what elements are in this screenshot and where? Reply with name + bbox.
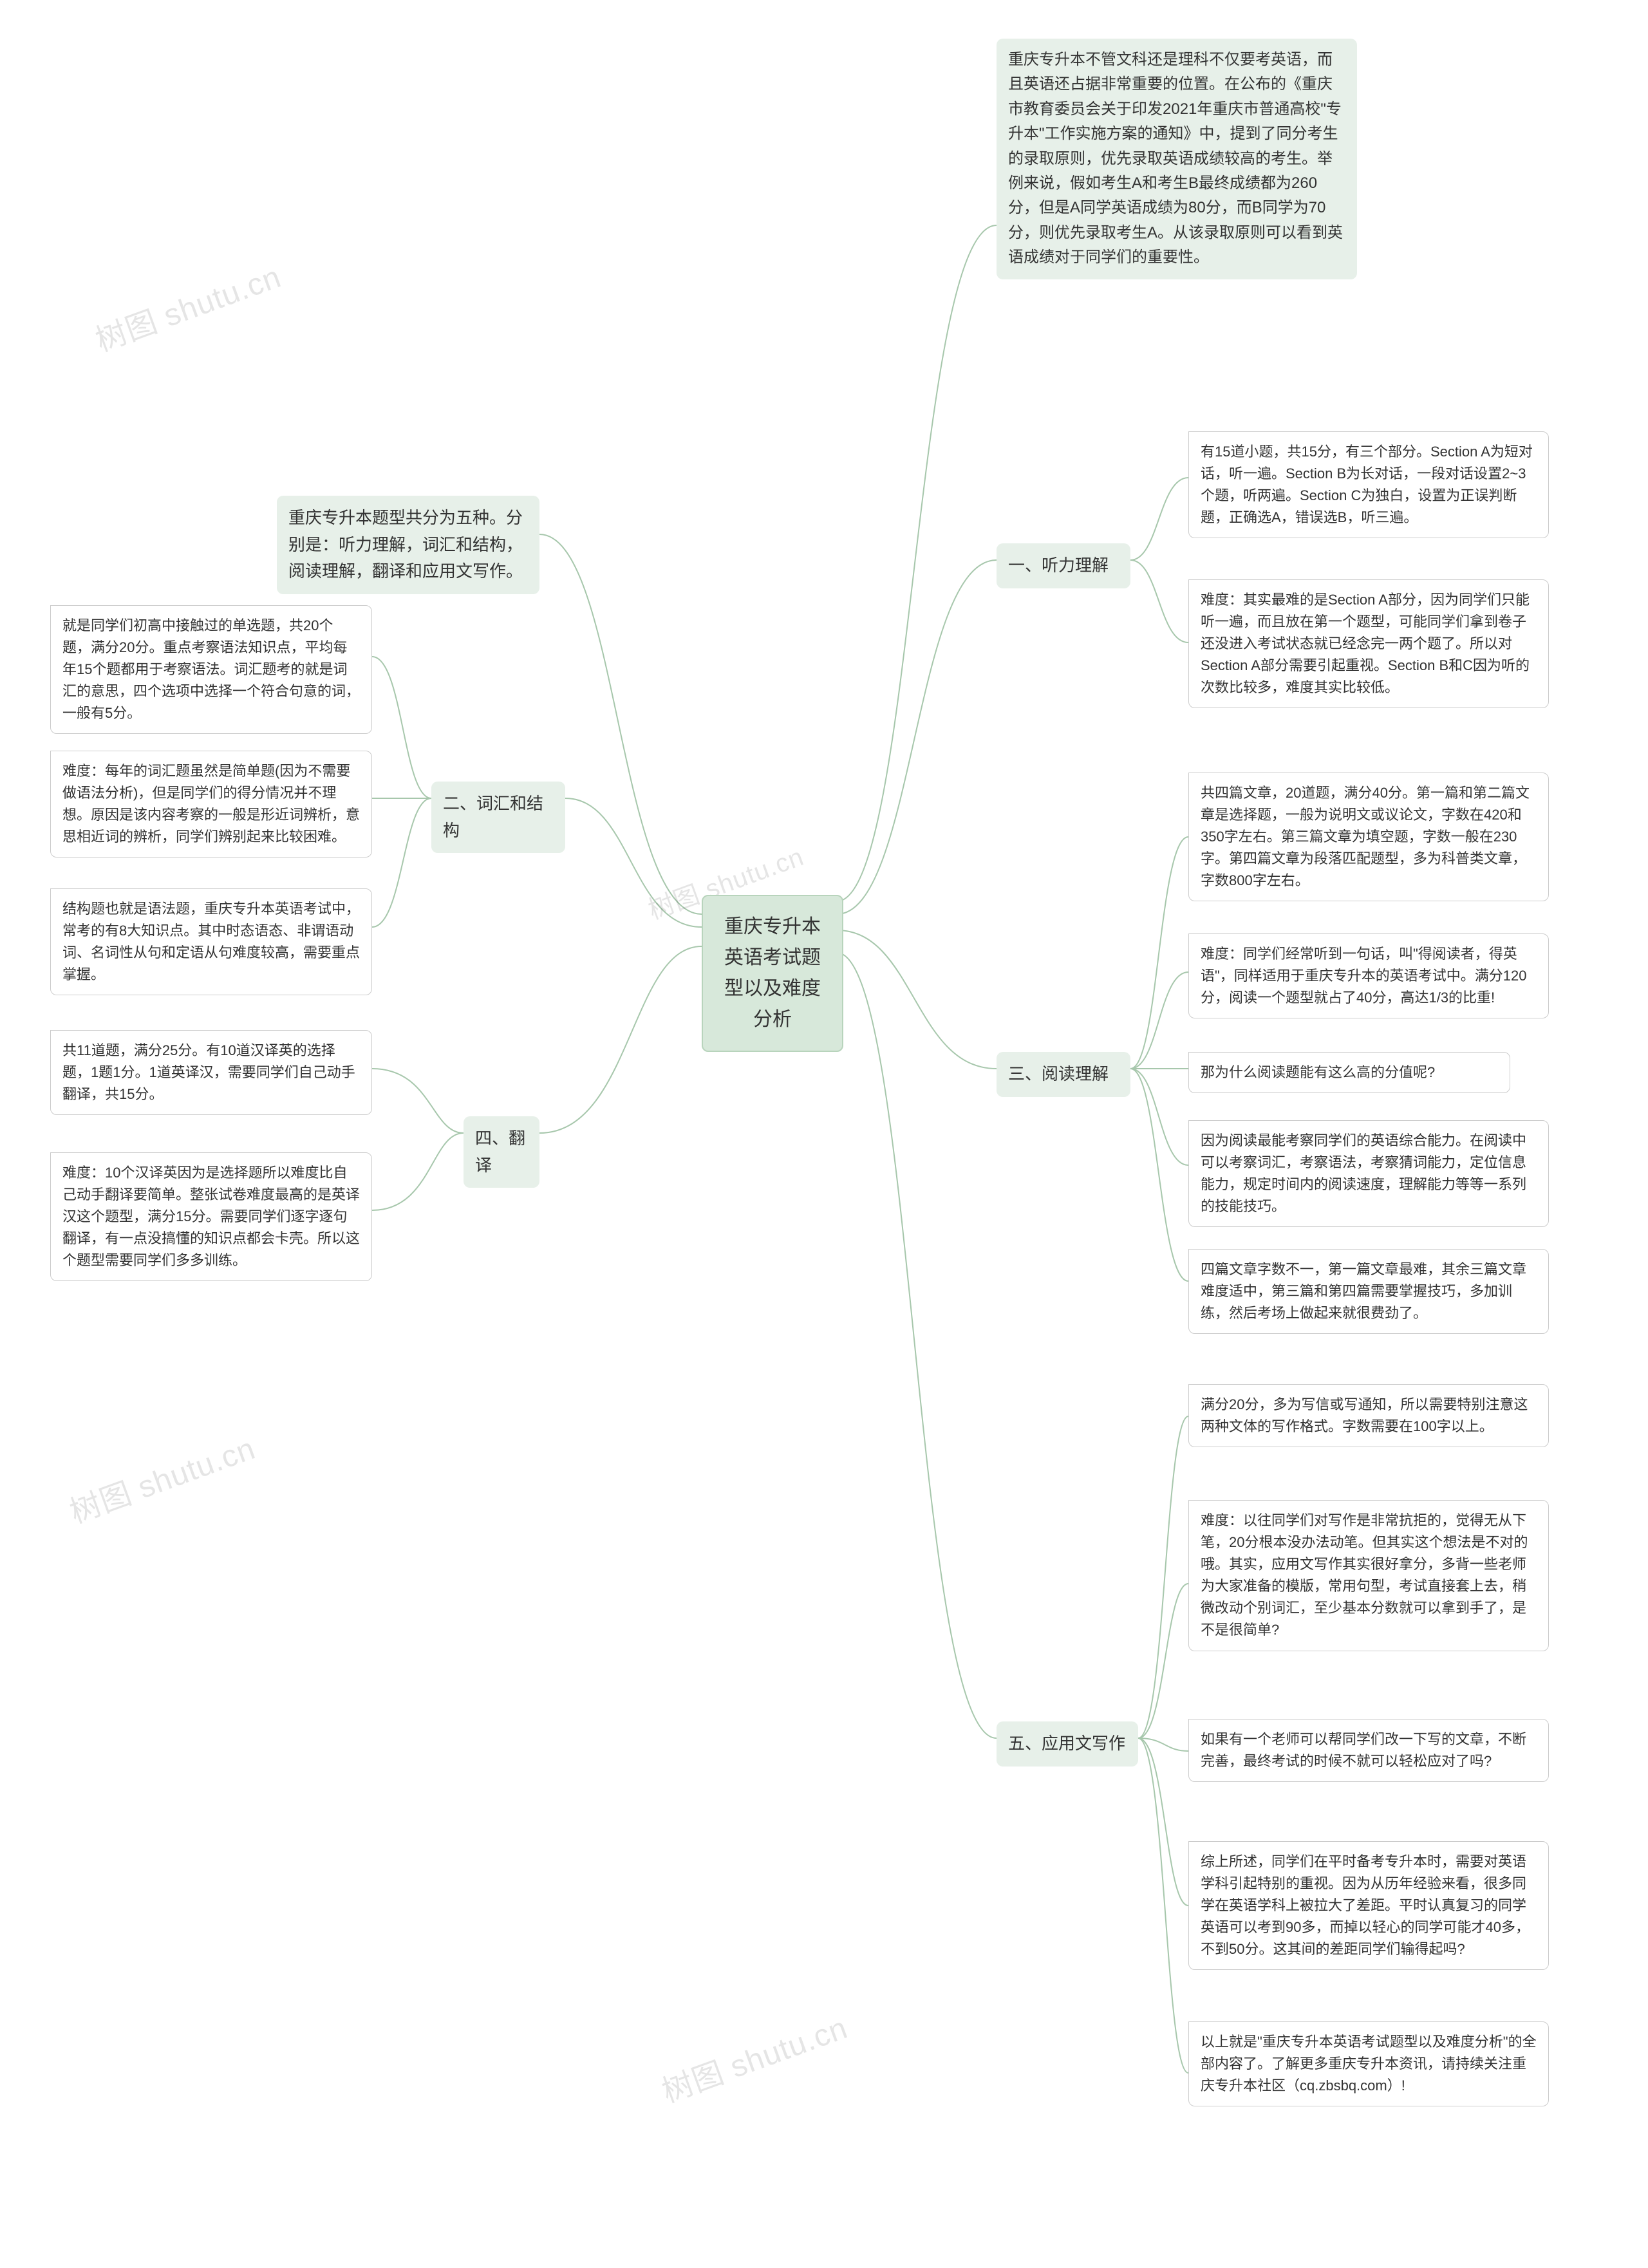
sec5-leaf3: 如果有一个老师可以帮同学们改一下写的文章，不断完善，最终考试的时候不就可以轻松应… xyxy=(1188,1719,1549,1782)
sec3-leaf2-text: 难度：同学们经常听到一句话，叫"得阅读者，得英语"，同样适用于重庆专升本的英语考… xyxy=(1201,946,1527,1006)
sec2-leaf1: 就是同学们初高中接触过的单选题，共20个题，满分20分。重点考察语法知识点，平均… xyxy=(50,605,372,734)
sec4-leaf2-text: 难度：10个汉译英因为是选择题所以难度比自己动手翻译要简单。整张试卷难度最高的是… xyxy=(62,1165,360,1268)
sec3-leaf1: 共四篇文章，20道题，满分40分。第一篇和第二篇文章是选择题，一般为说明文或议论… xyxy=(1188,773,1549,901)
intro-node: 重庆专升本不管文科还是理科不仅要考英语，而且英语还占据非常重要的位置。在公布的《… xyxy=(997,39,1357,279)
sec5-leaf4: 综上所述，同学们在平时备考专升本时，需要对英语学科引起特别的重视。因为从历年经验… xyxy=(1188,1841,1549,1970)
sec5-leaf4-text: 综上所述，同学们在平时备考专升本时，需要对英语学科引起特别的重视。因为从历年经验… xyxy=(1201,1853,1530,1957)
sec4-title-text: 四、翻译 xyxy=(475,1129,525,1175)
sec4-leaf1: 共11道题，满分25分。有10道汉译英的选择题，1题1分。1道英译汉，需要同学们… xyxy=(50,1030,372,1115)
sec3-title: 三、阅读理解 xyxy=(997,1052,1130,1097)
sec3-leaf4: 因为阅读最能考察同学们的英语综合能力。在阅读中可以考察词汇，考察语法，考察猜词能… xyxy=(1188,1120,1549,1227)
sec4-leaf1-text: 共11道题，满分25分。有10道汉译英的选择题，1题1分。1道英译汉，需要同学们… xyxy=(62,1042,355,1102)
sec5-leaf2: 难度：以往同学们对写作是非常抗拒的，觉得无从下笔，20分根本没办法动笔。但其实这… xyxy=(1188,1500,1549,1651)
center-text: 重庆专升本英语考试题型以及难度分析 xyxy=(724,916,821,1030)
sec3-title-text: 三、阅读理解 xyxy=(1008,1064,1109,1083)
sec3-leaf2: 难度：同学们经常听到一句话，叫"得阅读者，得英语"，同样适用于重庆专升本的英语考… xyxy=(1188,933,1549,1018)
sec2-leaf1-text: 就是同学们初高中接触过的单选题，共20个题，满分20分。重点考察语法知识点，平均… xyxy=(62,617,360,721)
sec5-leaf1: 满分20分，多为写信或写通知，所以需要特别注意这两种文体的写作格式。字数需要在1… xyxy=(1188,1384,1549,1447)
sec5-title: 五、应用文写作 xyxy=(997,1721,1138,1767)
sec2-leaf3-text: 结构题也就是语法题，重庆专升本英语考试中，常考的有8大知识点。其中时态语态、非谓… xyxy=(62,901,360,982)
sec3-leaf5: 四篇文章字数不一，第一篇文章最难，其余三篇文章难度适中，第三篇和第四篇需要掌握技… xyxy=(1188,1249,1549,1334)
sec3-leaf3-text: 那为什么阅读题能有这么高的分值呢? xyxy=(1201,1064,1435,1080)
sec4-leaf2: 难度：10个汉译英因为是选择题所以难度比自己动手翻译要简单。整张试卷难度最高的是… xyxy=(50,1152,372,1281)
sec3-leaf1-text: 共四篇文章，20道题，满分40分。第一篇和第二篇文章是选择题，一般为说明文或议论… xyxy=(1201,785,1530,888)
overview-node: 重庆专升本题型共分为五种。分别是：听力理解，词汇和结构，阅读理解，翻译和应用文写… xyxy=(277,496,539,594)
sec2-leaf2-text: 难度：每年的词汇题虽然是简单题(因为不需要做语法分析)，但是同学们的得分情况并不… xyxy=(62,763,360,845)
overview-text: 重庆专升本题型共分为五种。分别是：听力理解，词汇和结构，阅读理解，翻译和应用文写… xyxy=(288,508,523,581)
sec5-leaf5: 以上就是"重庆专升本英语考试题型以及难度分析"的全部内容了。了解更多重庆专升本资… xyxy=(1188,2021,1549,2106)
sec2-title-text: 二、词汇和结构 xyxy=(443,794,543,840)
sec2-title: 二、词汇和结构 xyxy=(431,782,565,853)
sec2-leaf3: 结构题也就是语法题，重庆专升本英语考试中，常考的有8大知识点。其中时态语态、非谓… xyxy=(50,888,372,995)
sec3-leaf3: 那为什么阅读题能有这么高的分值呢? xyxy=(1188,1052,1510,1093)
sec4-title: 四、翻译 xyxy=(464,1116,539,1188)
sec1-title: 一、听力理解 xyxy=(997,543,1130,588)
sec2-leaf2: 难度：每年的词汇题虽然是简单题(因为不需要做语法分析)，但是同学们的得分情况并不… xyxy=(50,751,372,858)
sec3-leaf5-text: 四篇文章字数不一，第一篇文章最难，其余三篇文章难度适中，第三篇和第四篇需要掌握技… xyxy=(1201,1261,1526,1321)
sec3-leaf4-text: 因为阅读最能考察同学们的英语综合能力。在阅读中可以考察词汇，考察语法，考察猜词能… xyxy=(1201,1132,1526,1214)
sec1-leaf1: 有15道小题，共15分，有三个部分。Section A为短对话，听一遍。Sect… xyxy=(1188,431,1549,538)
sec1-leaf1-text: 有15道小题，共15分，有三个部分。Section A为短对话，听一遍。Sect… xyxy=(1201,444,1533,525)
intro-text: 重庆专升本不管文科还是理科不仅要考英语，而且英语还占据非常重要的位置。在公布的《… xyxy=(1008,51,1343,266)
sec1-leaf2: 难度：其实最难的是Section A部分，因为同学们只能听一遍，而且放在第一个题… xyxy=(1188,579,1549,708)
sec5-title-text: 五、应用文写作 xyxy=(1008,1734,1125,1753)
sec5-leaf5-text: 以上就是"重庆专升本英语考试题型以及难度分析"的全部内容了。了解更多重庆专升本资… xyxy=(1201,2034,1537,2094)
sec5-leaf2-text: 难度：以往同学们对写作是非常抗拒的，觉得无从下笔，20分根本没办法动笔。但其实这… xyxy=(1201,1512,1528,1638)
sec1-leaf2-text: 难度：其实最难的是Section A部分，因为同学们只能听一遍，而且放在第一个题… xyxy=(1201,592,1530,695)
sec1-title-text: 一、听力理解 xyxy=(1008,556,1109,575)
sec5-leaf3-text: 如果有一个老师可以帮同学们改一下写的文章，不断完善，最终考试的时候不就可以轻松应… xyxy=(1201,1731,1526,1769)
sec5-leaf1-text: 满分20分，多为写信或写通知，所以需要特别注意这两种文体的写作格式。字数需要在1… xyxy=(1201,1396,1528,1434)
center-node: 重庆专升本英语考试题型以及难度分析 xyxy=(702,895,843,1052)
